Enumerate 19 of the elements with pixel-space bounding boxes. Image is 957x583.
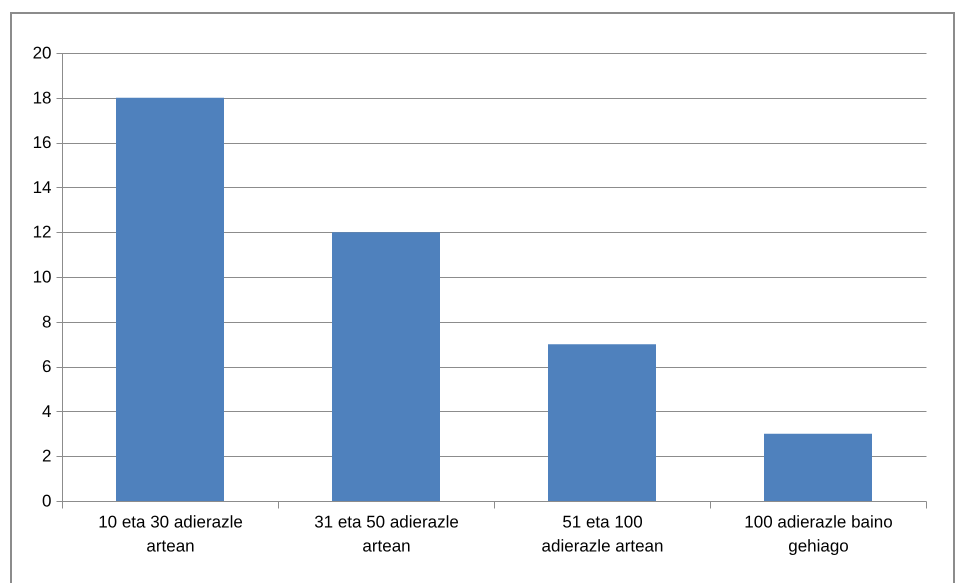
y-tick-label: 6 bbox=[42, 357, 52, 376]
bar bbox=[332, 232, 440, 501]
x-tick-label: 100 adierazle baino gehiago bbox=[744, 512, 893, 556]
x-tick-label: 51 eta 100 adierazle artean bbox=[542, 512, 664, 556]
x-tick-label: 31 eta 50 adierazle artean bbox=[314, 512, 459, 556]
y-tick-label: 12 bbox=[32, 222, 52, 242]
y-tick-label: 0 bbox=[42, 492, 52, 510]
y-tick-label: 4 bbox=[42, 402, 52, 421]
y-tick-label: 14 bbox=[32, 178, 52, 197]
y-tick-label: 18 bbox=[32, 88, 52, 108]
x-tick-label: 10 eta 30 adierazle artean bbox=[98, 512, 243, 556]
y-tick-label: 16 bbox=[32, 133, 52, 152]
y-tick-label: 8 bbox=[42, 312, 52, 332]
bar bbox=[764, 434, 872, 501]
y-tick-label: 10 bbox=[32, 268, 52, 286]
y-tick-label: 20 bbox=[32, 44, 52, 62]
bar bbox=[548, 344, 656, 501]
y-tick-label: 2 bbox=[42, 446, 52, 466]
bar bbox=[116, 98, 224, 501]
